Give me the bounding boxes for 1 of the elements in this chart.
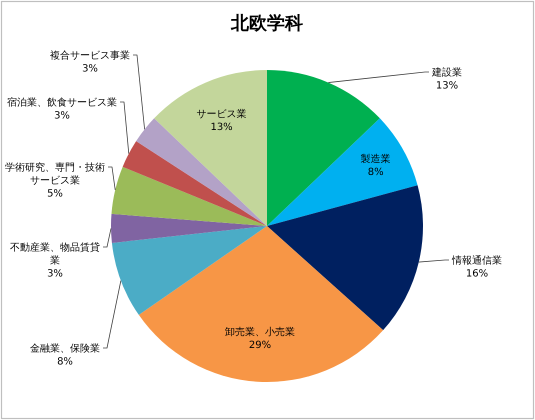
title: 北欧学科 xyxy=(231,13,303,34)
